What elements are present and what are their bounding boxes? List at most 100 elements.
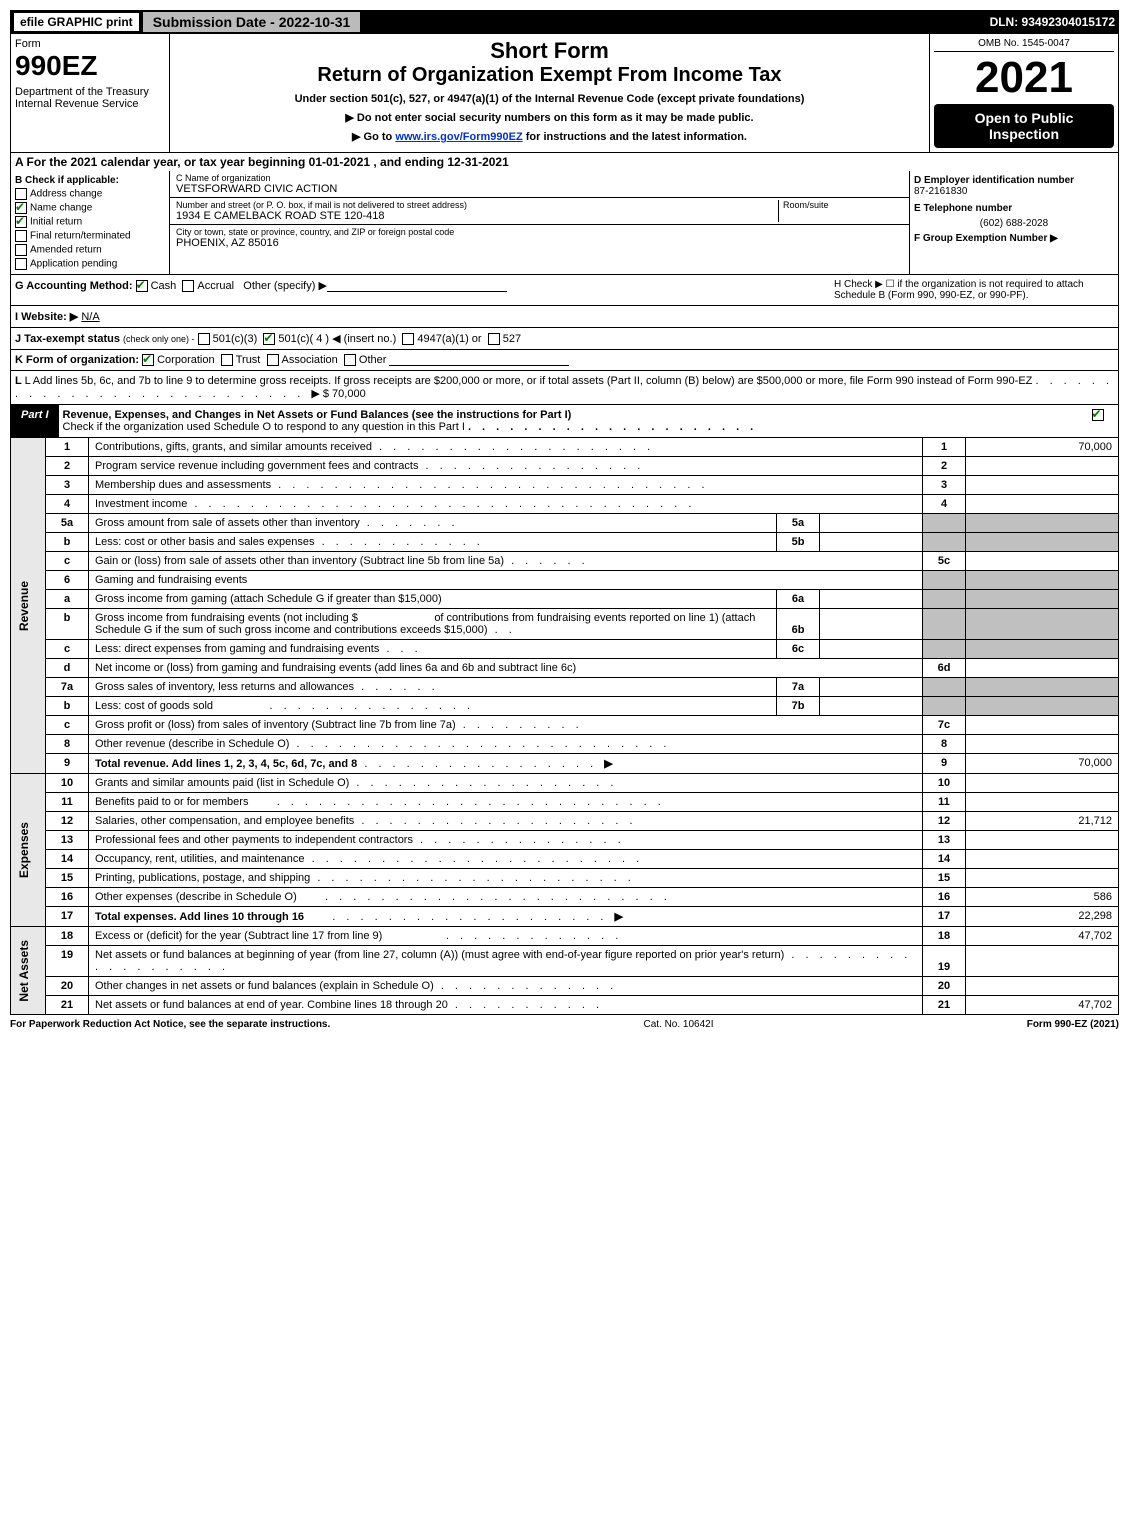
line-desc: Grants and similar amounts paid (list in…	[89, 774, 923, 793]
g-other: Other (specify) ▶	[243, 280, 327, 292]
org-address-row: Number and street (or P. O. box, if mail…	[170, 198, 909, 225]
inner-val	[820, 590, 923, 609]
part-1-checkbox[interactable]	[1080, 405, 1118, 437]
check-final-return[interactable]: Final return/terminated	[15, 230, 165, 242]
section-g-h: G Accounting Method: Cash Accrual Other …	[10, 275, 1119, 306]
check-amended-return[interactable]: Amended return	[15, 244, 165, 256]
goto-suffix: for instructions and the latest informat…	[523, 131, 747, 143]
dept-label: Department of the Treasury Internal Reve…	[15, 86, 165, 110]
short-form-heading: Short Form	[174, 38, 925, 64]
line-no: 13	[46, 831, 89, 850]
shaded-cell	[966, 571, 1119, 590]
col-no: 21	[923, 996, 966, 1015]
line-desc: Excess or (deficit) for the year (Subtra…	[89, 927, 923, 946]
col-val	[966, 774, 1119, 793]
col-no: 7c	[923, 716, 966, 735]
footer-right: Form 990-EZ (2021)	[1027, 1019, 1119, 1030]
col-no: 20	[923, 977, 966, 996]
dots: . . . . . . . . . . . . . . . . . . . . …	[468, 421, 757, 433]
check-name-change[interactable]: Name change	[15, 202, 165, 214]
shaded-cell	[923, 640, 966, 659]
col-val: 47,702	[966, 927, 1119, 946]
j-4947: 4947(a)(1) or	[417, 333, 481, 345]
form-title-block: Short Form Return of Organization Exempt…	[170, 34, 930, 152]
line-desc: Occupancy, rent, utilities, and maintena…	[89, 850, 923, 869]
line-desc: Less: cost or other basis and sales expe…	[89, 533, 777, 552]
checkbox-icon	[221, 354, 233, 366]
section-j: J Tax-exempt status (check only one) - 5…	[10, 328, 1119, 350]
line-desc: Membership dues and assessments . . . . …	[89, 476, 923, 495]
inner-no: 6c	[777, 640, 820, 659]
line-no: 14	[46, 850, 89, 869]
col-val	[966, 831, 1119, 850]
col-val	[966, 735, 1119, 754]
checkbox-icon	[15, 188, 27, 200]
top-bar: efile GRAPHIC print Submission Date - 20…	[10, 10, 1119, 34]
shaded-cell	[923, 533, 966, 552]
org-name-row: C Name of organization VETSFORWARD CIVIC…	[170, 171, 909, 198]
inner-no: 5a	[777, 514, 820, 533]
j-501c3: 501(c)(3)	[213, 333, 258, 345]
phone-value: (602) 688-2028	[914, 218, 1114, 229]
check-application-pending[interactable]: Application pending	[15, 258, 165, 270]
col-no: 16	[923, 888, 966, 907]
col-val	[966, 476, 1119, 495]
shaded-cell	[966, 514, 1119, 533]
line-no: 11	[46, 793, 89, 812]
group-exemption-label: F Group Exemption Number ▶	[914, 233, 1114, 244]
line-desc: Gross income from fundraising events (no…	[89, 609, 777, 640]
shaded-cell	[966, 640, 1119, 659]
check-initial-return[interactable]: Initial return	[15, 216, 165, 228]
line-desc: Gross profit or (loss) from sales of inv…	[89, 716, 923, 735]
col-no: 2	[923, 457, 966, 476]
inner-no: 6a	[777, 590, 820, 609]
line-desc: Contributions, gifts, grants, and simila…	[89, 438, 923, 457]
section-a: A For the 2021 calendar year, or tax yea…	[10, 153, 1119, 171]
part-1-label: Part I	[11, 405, 59, 437]
col-val	[966, 793, 1119, 812]
k-corp: Corporation	[157, 354, 214, 366]
shaded-cell	[966, 609, 1119, 640]
inner-val	[820, 533, 923, 552]
checkbox-icon	[402, 333, 414, 345]
form-label: Form	[15, 38, 165, 50]
form-header: Form 990EZ Department of the Treasury In…	[10, 34, 1119, 153]
line-no: 4	[46, 495, 89, 514]
part-1-check-text: Check if the organization used Schedule …	[63, 421, 465, 433]
checkbox-icon	[1092, 409, 1104, 421]
line-desc: Less: cost of goods sold . . . . . . . .…	[89, 697, 777, 716]
col-no: 12	[923, 812, 966, 831]
goto-prefix: ▶ Go to	[352, 131, 395, 143]
website-value: N/A	[81, 311, 99, 323]
org-city-row: City or town, state or province, country…	[170, 225, 909, 251]
blank-line	[389, 365, 569, 366]
line-desc: Salaries, other compensation, and employ…	[89, 812, 923, 831]
line-no: b	[46, 533, 89, 552]
line-desc: Gaming and fundraising events	[89, 571, 923, 590]
line-no: 21	[46, 996, 89, 1015]
col-val	[966, 869, 1119, 888]
g-accrual: Accrual	[197, 280, 234, 292]
col-no: 9	[923, 754, 966, 774]
form-title: Return of Organization Exempt From Incom…	[174, 64, 925, 87]
irs-link[interactable]: www.irs.gov/Form990EZ	[395, 131, 522, 143]
line-no: 15	[46, 869, 89, 888]
col-val: 47,702	[966, 996, 1119, 1015]
checkbox-icon	[344, 354, 356, 366]
line-no: 10	[46, 774, 89, 793]
col-no: 17	[923, 907, 966, 927]
section-k: K Form of organization: Corporation Trus…	[10, 350, 1119, 371]
col-no: 8	[923, 735, 966, 754]
inner-val	[820, 609, 923, 640]
submission-date: Submission Date - 2022-10-31	[143, 12, 361, 32]
efile-print-label[interactable]: efile GRAPHIC print	[14, 13, 139, 31]
line-no: 8	[46, 735, 89, 754]
tax-year: 2021	[934, 56, 1114, 100]
col-no: 3	[923, 476, 966, 495]
col-no: 11	[923, 793, 966, 812]
check-address-change[interactable]: Address change	[15, 188, 165, 200]
col-no: 6d	[923, 659, 966, 678]
col-val	[966, 946, 1119, 977]
shaded-cell	[966, 678, 1119, 697]
inner-val	[820, 697, 923, 716]
